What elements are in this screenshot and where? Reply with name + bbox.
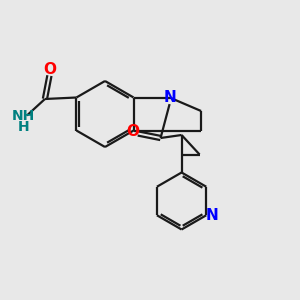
Text: O: O xyxy=(43,62,56,77)
Text: N: N xyxy=(205,208,218,223)
Text: H: H xyxy=(17,120,29,134)
Text: NH: NH xyxy=(12,109,35,122)
Text: N: N xyxy=(163,90,176,105)
Text: O: O xyxy=(126,124,139,140)
